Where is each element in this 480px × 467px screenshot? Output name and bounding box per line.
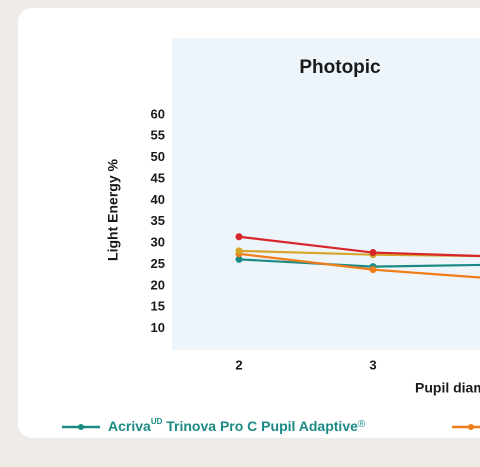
legend-label-part: UD [151, 417, 163, 426]
legend-label-part: ® [358, 419, 366, 430]
chart-title: Photopic [299, 57, 381, 78]
y-tick-label: 40 [151, 192, 165, 207]
y-tick-label: 15 [151, 299, 165, 314]
y-tick-label: 50 [151, 149, 165, 164]
data-point [369, 266, 377, 274]
x-axis-label: Pupil diameter (mm) [415, 380, 480, 396]
y-tick-label: 25 [151, 256, 165, 271]
y-tick-label: 60 [151, 106, 165, 121]
y-tick-label: 10 [151, 320, 165, 335]
y-tick-label: 45 [151, 170, 165, 185]
data-point [235, 255, 243, 263]
data-point [369, 249, 377, 257]
data-point [235, 233, 243, 241]
legend-label-part: Acriva [108, 418, 151, 434]
y-tick-label: 35 [151, 213, 165, 228]
y-tick-label: 20 [151, 277, 165, 292]
data-point [235, 247, 243, 255]
y-tick-label: 30 [151, 235, 165, 250]
y-axis-label: Light Energy % [105, 159, 121, 261]
x-tick-label: 3 [369, 357, 376, 372]
x-tick-label: 2 [235, 357, 242, 372]
legend-swatch-dot [468, 424, 474, 430]
legend: AcrivaUD Trinova Pro C Pupil Adaptive® [62, 417, 480, 434]
legend-swatch-dot [78, 424, 84, 430]
legend-label: AcrivaUD Trinova Pro C Pupil Adaptive® [108, 417, 366, 434]
legend-label-part: Trinova Pro C Pupil Adaptive [162, 418, 358, 434]
y-tick-label: 55 [151, 128, 165, 143]
plot-area [172, 38, 480, 350]
